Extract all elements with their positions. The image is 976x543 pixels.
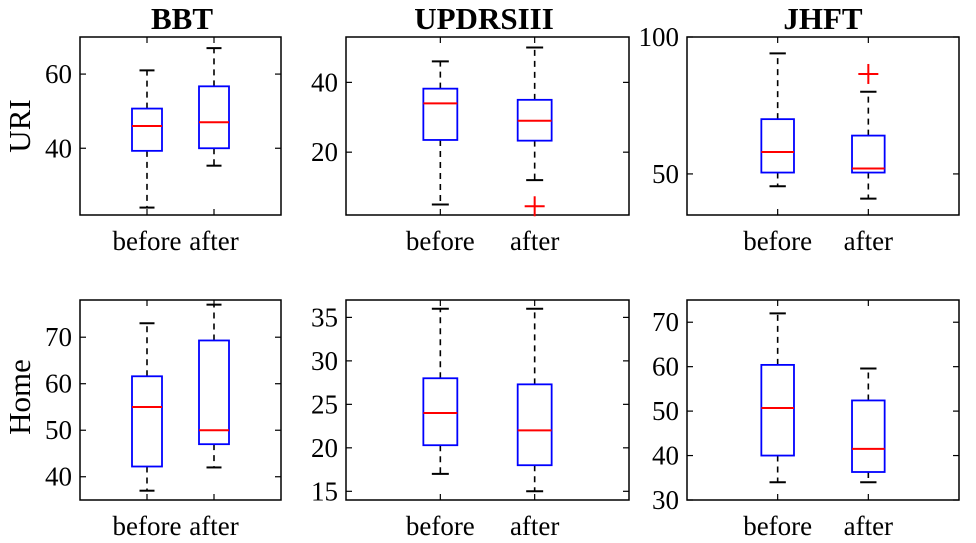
box-after xyxy=(516,46,553,217)
y-tick-label: 60 xyxy=(45,369,72,399)
y-tick-label: 40 xyxy=(311,67,338,97)
panel-1: 40 60 before after xyxy=(45,36,282,256)
box-before xyxy=(422,307,459,475)
x-category-label: after xyxy=(189,226,238,256)
x-category-label: before xyxy=(113,511,182,541)
iqr-box xyxy=(422,377,459,447)
y-tick-label: 20 xyxy=(311,433,338,463)
panel-2: 20 40 before after xyxy=(311,36,630,256)
y-tick-label: 15 xyxy=(311,476,338,506)
axes-frame xyxy=(345,299,630,501)
x-category-label: before xyxy=(406,511,475,541)
iqr-box xyxy=(516,383,553,467)
y-tick-label: 70 xyxy=(652,307,679,337)
y-tick-label: 50 xyxy=(652,396,679,426)
iqr-box xyxy=(131,107,163,152)
x-category-label: before xyxy=(406,226,475,256)
row-label-uri: URI xyxy=(2,99,37,152)
row-label-home: Home xyxy=(2,359,37,435)
y-tick-label: 50 xyxy=(652,159,679,189)
iqr-box xyxy=(198,339,230,446)
box-after xyxy=(851,63,886,200)
column-title-jhft: JHFT xyxy=(783,1,863,36)
box-after xyxy=(851,367,886,484)
iqr-box xyxy=(851,134,886,174)
iqr-box xyxy=(851,399,886,473)
box-after xyxy=(198,303,230,469)
column-titles: BBT UPDRSIII JHFT xyxy=(151,1,863,36)
x-category-label: after xyxy=(844,511,893,541)
y-tick-label: 30 xyxy=(652,485,679,515)
iqr-box xyxy=(760,363,795,457)
y-tick-label: 60 xyxy=(652,352,679,382)
axes-frame xyxy=(345,36,630,216)
axes-frame xyxy=(79,36,282,216)
y-tick-label: 60 xyxy=(45,59,72,89)
y-tick-label: 35 xyxy=(311,302,338,332)
box-before xyxy=(760,52,795,188)
x-category-label: before xyxy=(743,511,812,541)
y-tick-label: 40 xyxy=(45,133,72,163)
column-title-bbt: BBT xyxy=(151,1,213,36)
panel-4: 40 50 60 70 before after xyxy=(45,299,282,541)
axes-frame xyxy=(686,299,960,501)
row-labels: URI Home xyxy=(2,99,37,435)
box-before xyxy=(760,312,795,484)
iqr-box xyxy=(131,375,163,468)
x-category-label: before xyxy=(743,226,812,256)
axes-frame xyxy=(79,299,282,501)
outlier-marker xyxy=(858,63,879,84)
y-tick-label: 25 xyxy=(311,389,338,419)
y-tick-label: 40 xyxy=(45,462,72,492)
x-category-label: after xyxy=(189,511,238,541)
y-tick-label: 70 xyxy=(45,322,72,352)
y-tick-label: 50 xyxy=(45,415,72,445)
panel-3: 50 100 before after xyxy=(639,22,960,256)
x-category-label: before xyxy=(113,226,182,256)
box-before xyxy=(131,69,163,209)
outlier-marker xyxy=(524,196,545,217)
box-after xyxy=(516,307,553,493)
iqr-box xyxy=(198,85,230,150)
y-tick-label: 20 xyxy=(311,137,338,167)
iqr-box xyxy=(760,118,795,174)
panel-6: 30 40 50 60 70 before after xyxy=(652,299,960,541)
axes-frame xyxy=(686,36,960,216)
iqr-box xyxy=(422,87,459,141)
column-title-updrsiii: UPDRSIII xyxy=(414,1,554,36)
y-tick-label: 40 xyxy=(652,441,679,471)
panel-5: 15 20 25 30 35 before after xyxy=(311,299,630,541)
y-tick-label: 100 xyxy=(639,22,680,52)
x-category-label: after xyxy=(844,226,893,256)
y-tick-label: 30 xyxy=(311,346,338,376)
x-category-label: after xyxy=(510,226,559,256)
x-category-label: after xyxy=(510,511,559,541)
box-before xyxy=(131,322,163,492)
box-before xyxy=(422,60,459,206)
box-after xyxy=(198,47,230,167)
